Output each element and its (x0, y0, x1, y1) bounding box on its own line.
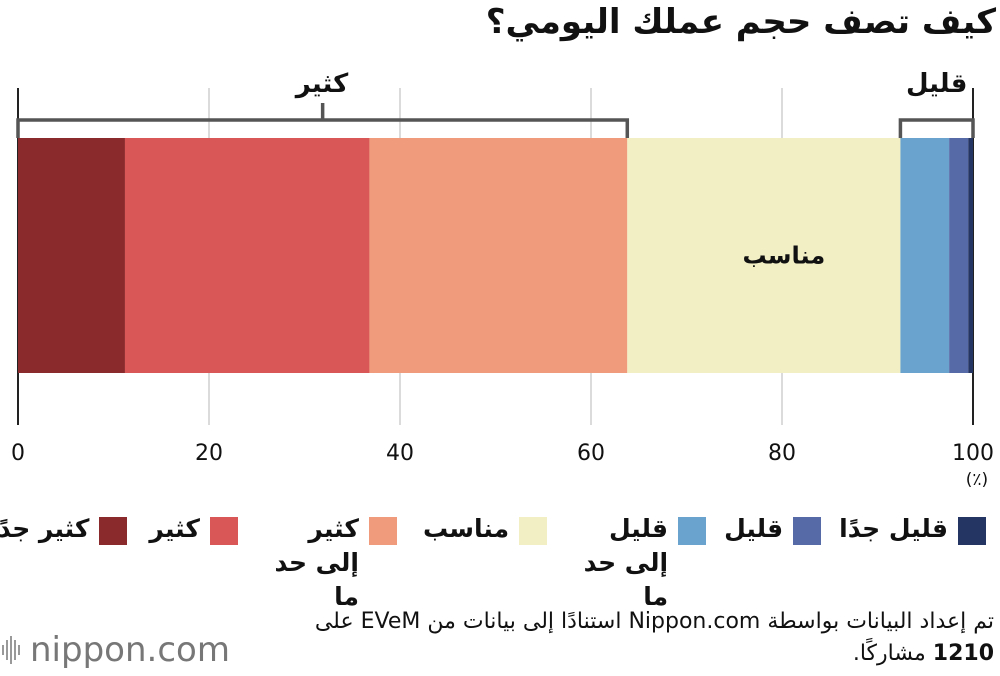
legend-swatch (368, 517, 397, 545)
bar-segment-4 (627, 138, 901, 373)
legend-swatch (519, 517, 548, 545)
legend-item-1: قليل جدًا (839, 512, 986, 614)
legend-swatch (958, 517, 986, 545)
x-tick-label-0: 0 (11, 441, 25, 466)
brand-mark-icon (2, 636, 22, 664)
bar-segment-3 (369, 138, 628, 373)
legend-label: كثير (149, 514, 200, 543)
legend-item-3: قليل إلى حد ما (573, 512, 707, 614)
brand-name: nippon.com (30, 630, 230, 670)
bar-segment-5 (900, 138, 950, 373)
bar-segment-2 (124, 138, 370, 373)
bracket-label-2: قليل (906, 69, 967, 99)
legend-label: قليل إلى حد ما (583, 514, 669, 611)
participant-unit: مشاركًا. (852, 641, 926, 666)
participant-count: 1210 (932, 641, 994, 666)
legend-label: قليل (724, 514, 784, 543)
stacked-bar-chart: 0 20 40 60 80 100 (٪) مناسب كثير قليل (11, 69, 994, 490)
x-tick-label-40: 40 (386, 441, 414, 466)
segment-inside-label: مناسب (743, 242, 826, 270)
legend-item-7: كثير جدًا (0, 512, 128, 614)
x-tick-label-20: 20 (195, 441, 223, 466)
x-tick-label-60: 60 (577, 441, 605, 466)
chart-legend: قليل جدًا قليل قليل إلى حد ما مناسب كثير إلى… (0, 512, 986, 614)
bracket-label-1: كثير (294, 69, 349, 99)
x-tick-label-100: 100 (952, 441, 994, 466)
legend-label: كثير إلى حد ما (274, 514, 359, 611)
brand-logo: nippon.com (2, 630, 230, 670)
source-note-line2: 1210 مشاركًا. (274, 638, 994, 670)
source-note-line1: تم إعداد البيانات بواسطة Nippon.com استن… (314, 609, 994, 634)
bracket-1 (16, 118, 630, 138)
bar-segment-7 (968, 138, 973, 373)
x-tick-label-80: 80 (768, 441, 796, 466)
legend-swatch (678, 517, 707, 545)
legend-item-4: مناسب (422, 512, 548, 614)
legend-swatch (793, 517, 822, 545)
legend-item-2: قليل (724, 512, 822, 614)
chart-title: كيف تصف حجم عملك اليومي؟ (485, 2, 996, 42)
bracket-2 (898, 118, 975, 138)
legend-label: كثير جدًا (0, 514, 90, 543)
legend-swatch (209, 517, 238, 545)
legend-label: مناسب (422, 514, 510, 543)
legend-item-6: كثير (149, 512, 238, 614)
bar-segment-1 (18, 138, 125, 373)
legend-label: قليل جدًا (839, 514, 948, 543)
legend-item-5: كثير إلى حد ما (264, 512, 397, 614)
x-unit-label: (٪) (966, 470, 988, 490)
bar-segment-6 (949, 138, 969, 373)
source-note: تم إعداد البيانات بواسطة Nippon.com استن… (274, 606, 994, 670)
legend-swatch (99, 517, 128, 545)
